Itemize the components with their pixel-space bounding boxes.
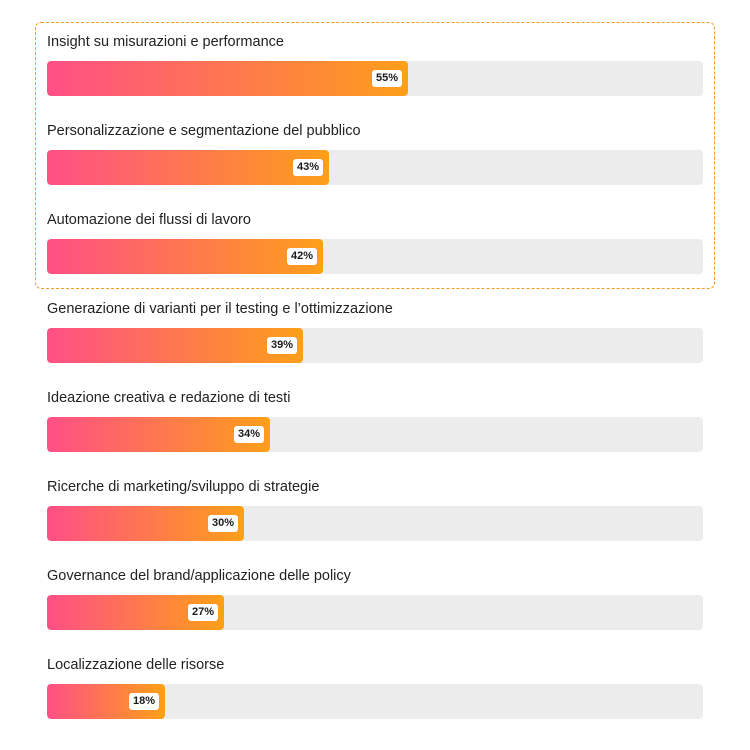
bar-value-label: 42%: [286, 248, 317, 265]
bar-track: 43%: [47, 150, 703, 185]
bar: [47, 61, 408, 96]
bar-category-label: Localizzazione delle risorse: [47, 657, 225, 673]
bar-category-label: Governance del brand/applicazione delle …: [47, 568, 351, 584]
bar-value-label: 34%: [233, 426, 264, 443]
bar-category-label: Ideazione creativa e redazione di testi: [47, 390, 291, 406]
bar-category-label: Generazione di varianti per il testing e…: [47, 301, 393, 317]
bar-category-label: Personalizzazione e segmentazione del pu…: [47, 123, 361, 139]
bar: [47, 328, 303, 363]
bar-track: 42%: [47, 239, 703, 274]
bar-track: 18%: [47, 684, 703, 719]
bar-value-label: 55%: [371, 70, 402, 87]
bar-category-label: Insight su misurazioni e performance: [47, 34, 284, 50]
bar-value-label: 43%: [292, 159, 323, 176]
bar-category-label: Automazione dei flussi di lavoro: [47, 212, 251, 228]
bar-track: 27%: [47, 595, 703, 630]
bar: [47, 417, 270, 452]
bar-value-label: 27%: [187, 604, 218, 621]
bar: [47, 150, 329, 185]
bar-track: 39%: [47, 328, 703, 363]
bar-track: 30%: [47, 506, 703, 541]
bar-category-label: Ricerche di marketing/sviluppo di strate…: [47, 479, 320, 495]
bar-value-label: 30%: [207, 515, 238, 532]
bar-track: 55%: [47, 61, 703, 96]
top-three-highlight-box: [35, 22, 715, 289]
bar-value-label: 39%: [266, 337, 297, 354]
bar: [47, 239, 323, 274]
bar-track: 34%: [47, 417, 703, 452]
bar-value-label: 18%: [128, 693, 159, 710]
